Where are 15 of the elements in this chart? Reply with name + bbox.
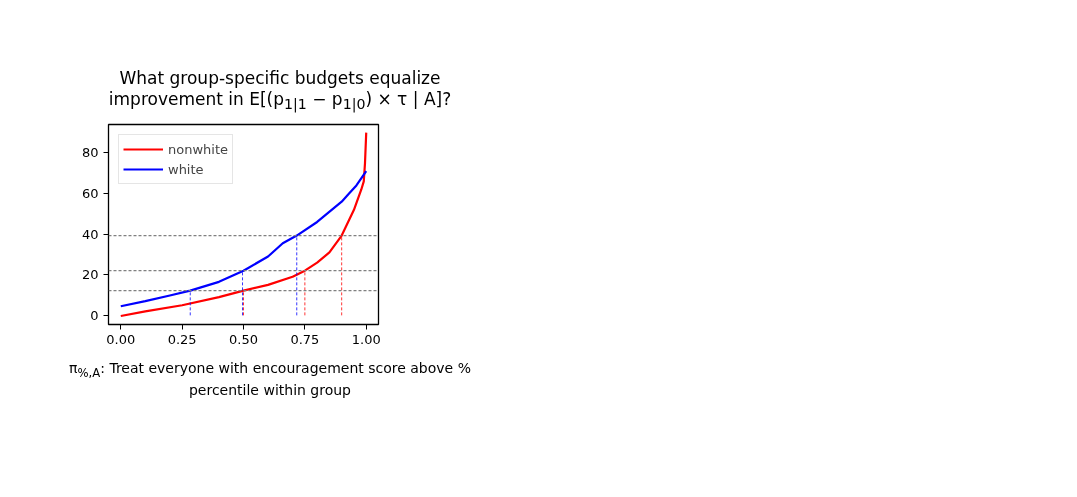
y-tick-label: 0 xyxy=(90,308,99,324)
chart-title: What group-specific budgets equalize improvement in E[(p$_{1|1}$ − p$_{1|0}$) × τ | A]? xyxy=(107,68,453,115)
y-tick-label: 40 xyxy=(81,226,99,242)
legend-label: white xyxy=(168,161,204,177)
y-tick-label: 80 xyxy=(81,145,99,161)
x-tick-label: 0.00 xyxy=(106,331,136,347)
x-axis-title: π$_{%,A}$: Treat everyone with encouragement score above % percentile within group xyxy=(68,359,472,400)
y-tick-label: 60 xyxy=(81,186,99,202)
legend-label: nonwhite xyxy=(168,141,229,157)
line-series xyxy=(119,131,368,318)
x-tick-label: 0.50 xyxy=(229,331,258,347)
y-tick-label: 20 xyxy=(81,267,99,283)
x-tick-label: 1.00 xyxy=(351,331,381,347)
x-tick-label: 0.25 xyxy=(167,331,197,347)
x-tick-label: 0.75 xyxy=(290,331,320,347)
